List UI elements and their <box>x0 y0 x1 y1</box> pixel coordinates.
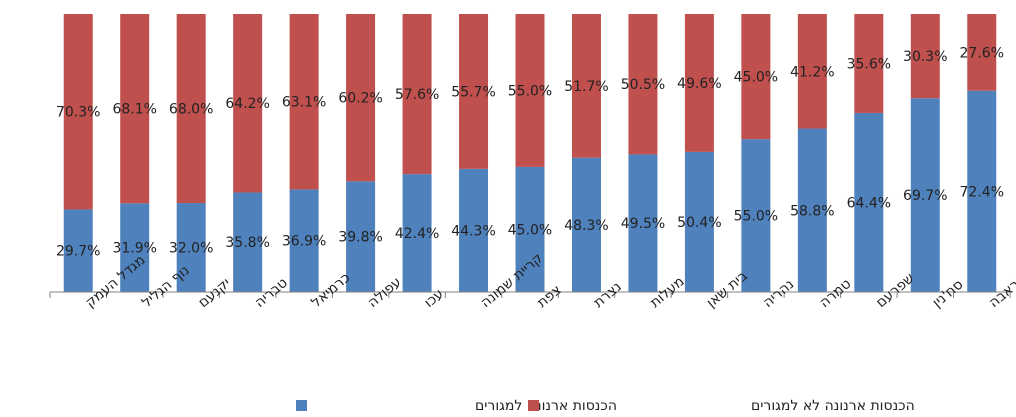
legend-item-non-residential: הכנסות ארנונה לא למגורים <box>528 398 915 414</box>
data-label-residential: 35.8% <box>225 235 269 251</box>
data-label-non-residential: 30.3% <box>903 49 947 65</box>
data-labels-layer: 29.7% 70.3% 31.9% 68.1% 32.0% 68.0% 35.8% 64.2%… <box>56 45 1004 259</box>
bar-segment-non-residential <box>797 14 827 129</box>
data-label-residential: 50.4% <box>677 215 721 231</box>
data-label-residential: 42.4% <box>395 226 439 242</box>
data-label-non-residential: 63.1% <box>282 95 326 111</box>
bar-segment-residential <box>910 98 940 292</box>
data-label-non-residential: 51.7% <box>564 79 608 95</box>
data-label-non-residential: 35.6% <box>847 56 891 72</box>
data-label-non-residential: 64.2% <box>225 96 269 112</box>
data-label-non-residential: 55.0% <box>508 83 552 99</box>
data-label-non-residential: 45.0% <box>734 70 778 86</box>
bar-segment-non-residential <box>854 14 884 113</box>
data-label-non-residential: 49.6% <box>677 76 721 92</box>
data-label-non-residential: 70.3% <box>56 105 100 121</box>
legend-label-non-residential: הכנסות ארנונה לא למגורים <box>751 398 915 414</box>
bar-segment-residential <box>628 154 658 292</box>
data-label-non-residential: 60.2% <box>338 91 382 107</box>
bar-segment-residential <box>176 203 206 292</box>
legend: הכנסות ארנונה למגורים הכנסות ארנונה לא ל… <box>296 398 915 414</box>
bar-segment-non-residential <box>459 14 489 169</box>
data-label-residential: 64.4% <box>847 195 891 211</box>
data-label-residential: 48.3% <box>564 218 608 234</box>
bar-segment-non-residential <box>515 14 545 167</box>
legend-label-residential: הכנסות ארנונה למגורים <box>475 398 617 414</box>
bar-segment-non-residential <box>967 14 997 91</box>
bar-segment-non-residential <box>63 14 93 210</box>
bar-segment-residential <box>346 181 376 292</box>
data-label-non-residential: 55.7% <box>451 84 495 100</box>
bar-segment-residential <box>684 151 714 292</box>
bar-segment-non-residential <box>402 14 432 175</box>
bar-segment-residential <box>459 168 489 292</box>
legend-swatch-residential <box>296 400 307 411</box>
bar-segment-residential <box>967 90 997 292</box>
bar-segment-residential <box>63 209 93 292</box>
bar-segment-residential <box>289 189 319 292</box>
data-label-non-residential: 50.5% <box>621 77 665 93</box>
data-label-non-residential: 41.2% <box>790 64 834 80</box>
bar-segment-residential <box>797 128 827 292</box>
data-label-residential: 72.4% <box>960 184 1004 200</box>
data-label-residential: 49.5% <box>621 216 665 232</box>
bar-segment-non-residential <box>176 14 206 204</box>
bar-segment-residential <box>120 203 150 292</box>
bar-segment-non-residential <box>233 14 263 193</box>
bar-segment-residential <box>233 192 263 292</box>
data-label-non-residential: 68.0% <box>169 102 213 118</box>
data-label-residential: 29.7% <box>56 244 100 260</box>
data-label-residential: 69.7% <box>903 188 947 204</box>
bar-segment-residential <box>741 139 771 292</box>
bars-layer <box>63 14 997 292</box>
bar-segment-non-residential <box>346 14 376 182</box>
bar-segment-residential <box>402 174 432 292</box>
bar-segment-residential <box>854 112 884 292</box>
bar-segment-non-residential <box>628 14 658 155</box>
bar-segment-residential <box>571 157 601 292</box>
bar-segment-non-residential <box>289 14 319 190</box>
data-label-non-residential: 57.6% <box>395 87 439 103</box>
data-label-residential: 45.0% <box>508 222 552 238</box>
bar-segment-residential <box>515 166 545 292</box>
data-label-non-residential: 68.1% <box>112 102 156 118</box>
bar-segment-non-residential <box>120 14 150 204</box>
bar-segment-non-residential <box>684 14 714 152</box>
bar-segment-non-residential <box>571 14 601 158</box>
data-label-residential: 44.3% <box>451 223 495 239</box>
bar-segment-non-residential <box>910 14 940 99</box>
data-label-non-residential: 27.6% <box>960 45 1004 61</box>
data-label-residential: 31.9% <box>112 241 156 257</box>
data-label-residential: 55.0% <box>734 209 778 225</box>
data-label-residential: 36.9% <box>282 234 326 250</box>
legend-swatch-non-residential <box>528 400 539 411</box>
x-axis-ticks <box>49 292 1011 298</box>
bar-segment-non-residential <box>741 14 771 140</box>
data-label-residential: 39.8% <box>338 230 382 246</box>
data-label-residential: 58.8% <box>790 203 834 219</box>
data-label-residential: 32.0% <box>169 241 213 257</box>
legend-item-residential: הכנסות ארנונה למגורים <box>296 398 617 414</box>
